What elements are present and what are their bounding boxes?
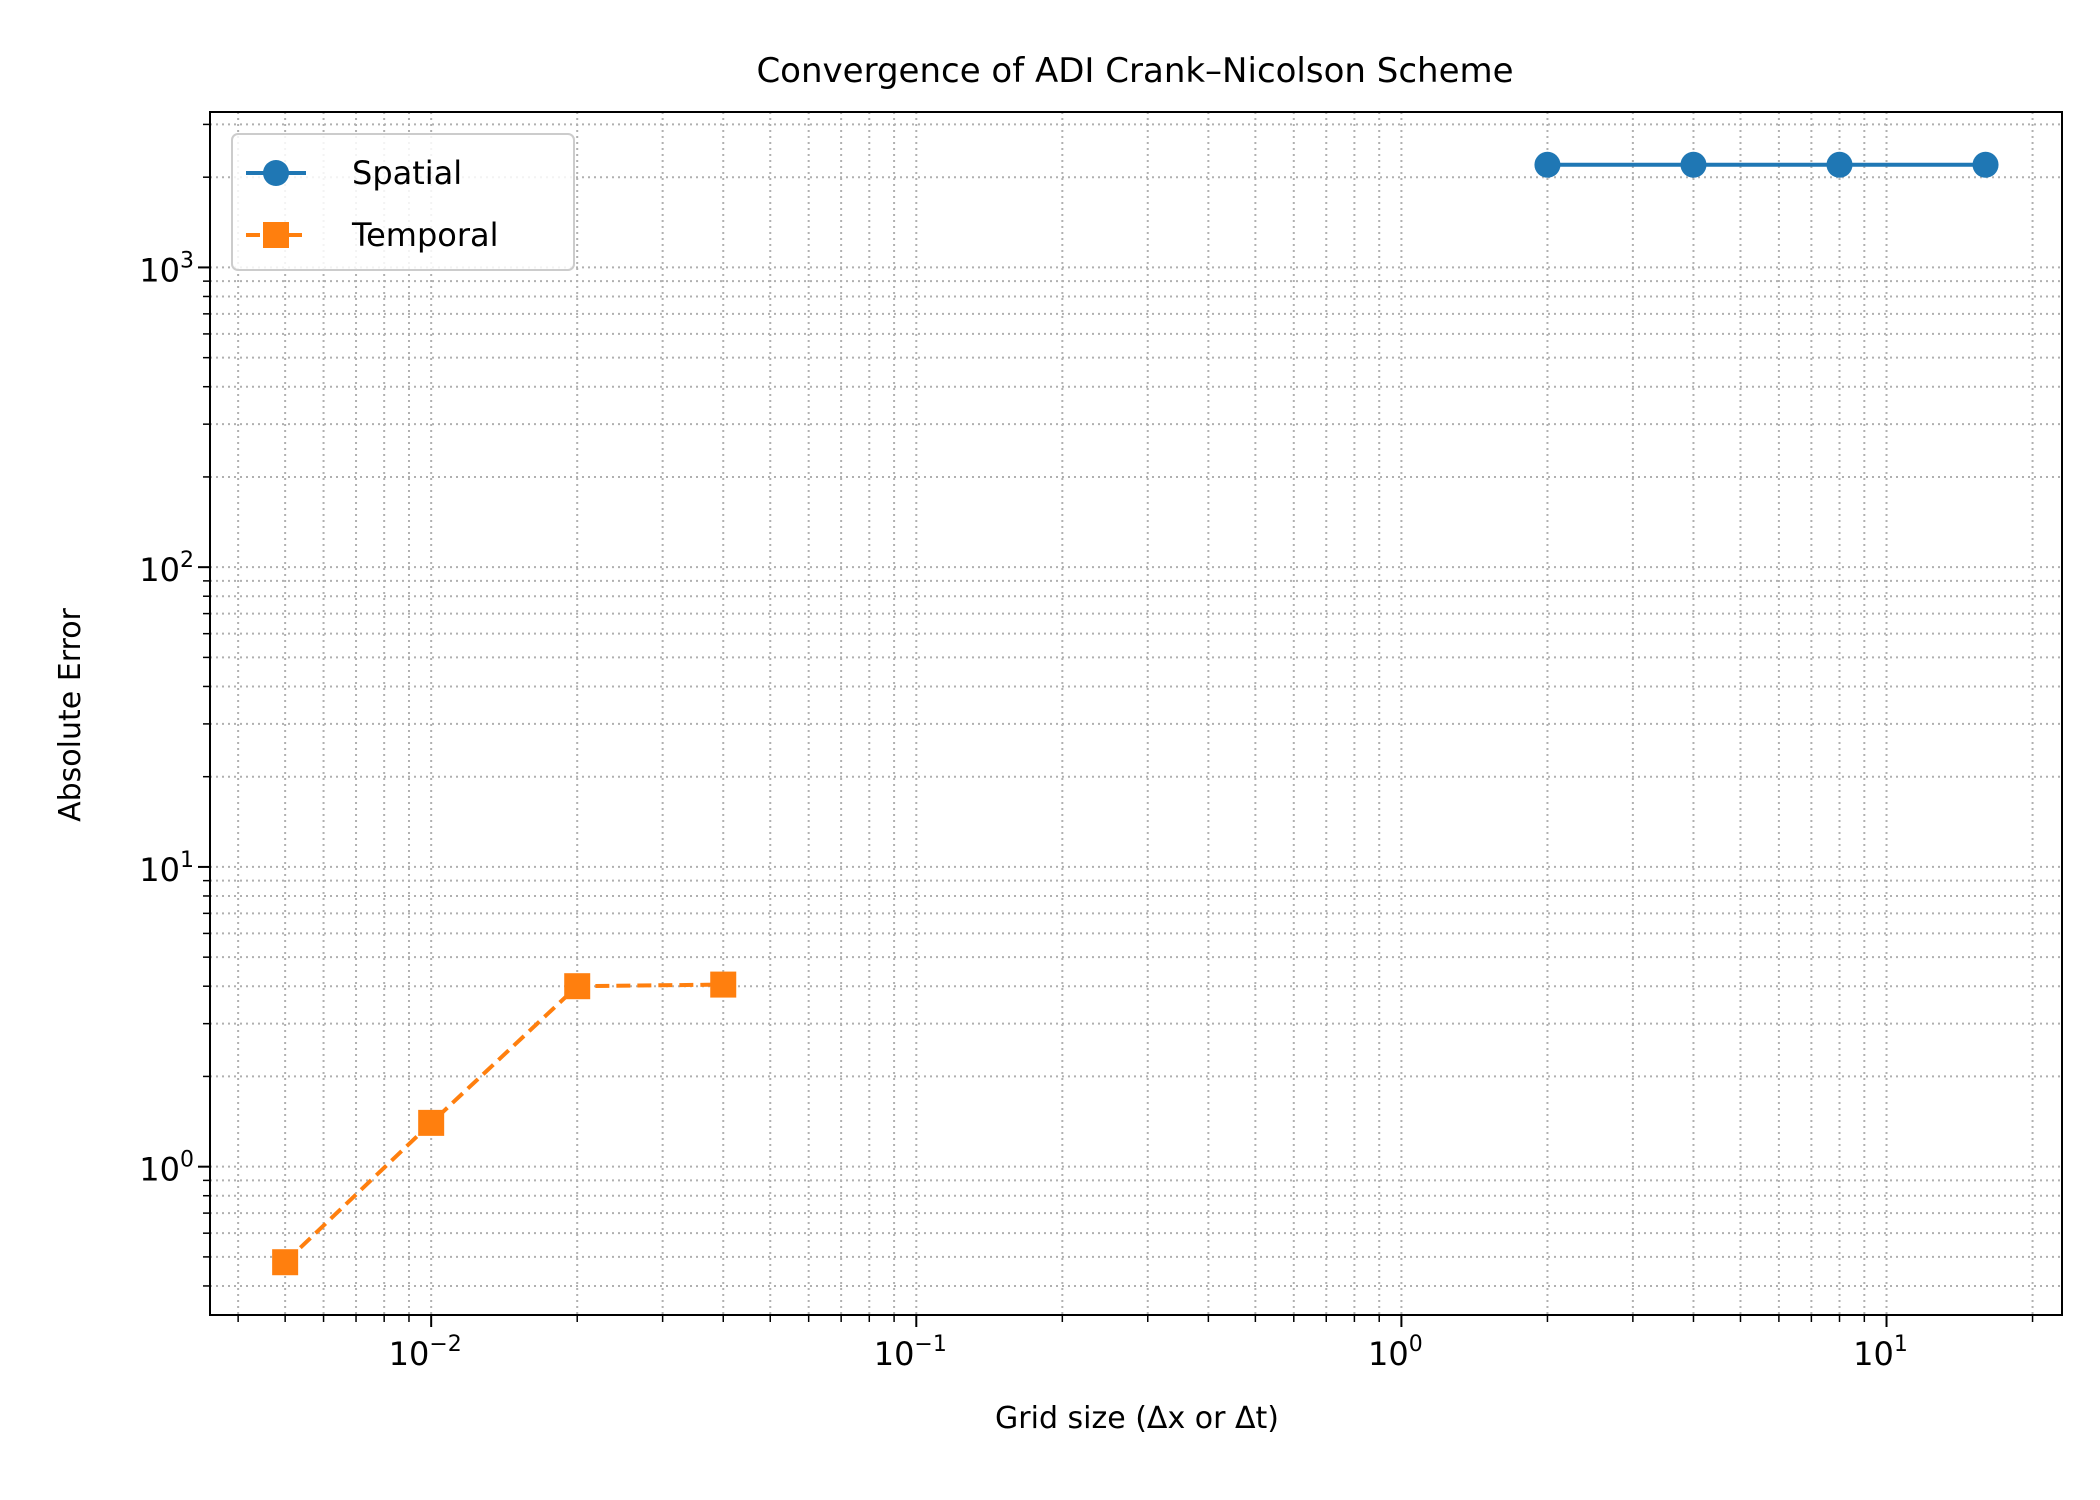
- y-tick-label: 100: [139, 1148, 194, 1189]
- data-point-spatial: [1680, 151, 1707, 178]
- data-point-temporal: [710, 971, 737, 998]
- x-tick-label: 10−1: [874, 1332, 947, 1373]
- data-point-spatial: [1534, 151, 1561, 178]
- plot-series: [272, 151, 1999, 1276]
- plot-frame: [209, 111, 2063, 1316]
- y-tick-label: 103: [139, 248, 194, 289]
- data-point-temporal: [418, 1109, 445, 1136]
- legend: Spatial Temporal: [231, 133, 575, 271]
- y-axis-label: Absolute Error: [53, 607, 88, 821]
- x-axis-label: Grid size (Δx or Δt): [995, 1401, 1279, 1436]
- x-tick-label: 101: [1853, 1332, 1908, 1373]
- legend-box: [231, 133, 575, 271]
- data-point-temporal: [564, 973, 591, 1000]
- series-line-temporal: [283, 982, 724, 1264]
- data-point-temporal: [272, 1249, 299, 1276]
- y-tick-label: 101: [139, 848, 194, 889]
- data-point-spatial: [1826, 151, 1853, 178]
- data-point-spatial: [1972, 151, 1999, 178]
- y-tick-label: 102: [139, 548, 194, 589]
- x-tick-label: 10−2: [389, 1332, 462, 1373]
- x-tick-label: 100: [1368, 1332, 1423, 1373]
- data-point-temporal: [263, 222, 289, 248]
- legend-label-spatial: Spatial: [352, 154, 462, 192]
- chart-title: Convergence of ADI Crank–Nicolson Scheme: [756, 51, 1513, 91]
- data-point-spatial: [263, 160, 289, 186]
- legend-label-temporal: Temporal: [351, 216, 499, 254]
- grid: [210, 112, 2062, 1315]
- axis-ticks: 10−2 10−1 100 101 100 101 102 103: [139, 123, 2034, 1373]
